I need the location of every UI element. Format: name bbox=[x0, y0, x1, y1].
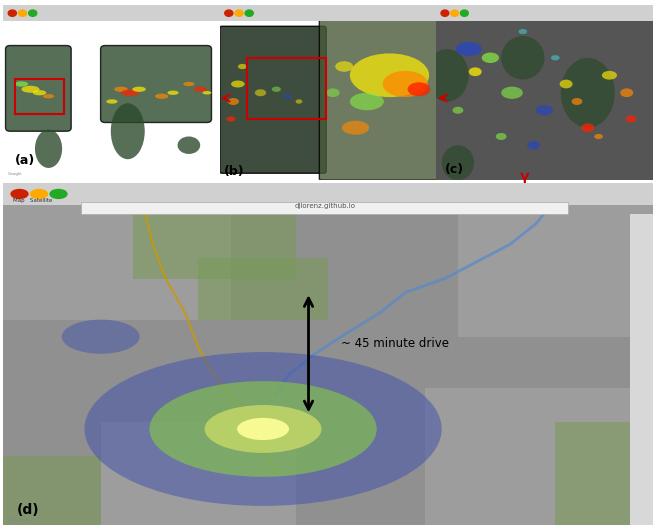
Ellipse shape bbox=[35, 129, 62, 168]
Ellipse shape bbox=[453, 107, 463, 114]
Ellipse shape bbox=[441, 145, 474, 180]
Ellipse shape bbox=[150, 381, 377, 477]
Ellipse shape bbox=[551, 55, 560, 60]
Text: (d): (d) bbox=[16, 504, 39, 517]
Bar bbox=[220, 5, 446, 21]
Ellipse shape bbox=[121, 89, 139, 96]
Ellipse shape bbox=[155, 94, 169, 99]
Bar bbox=[425, 388, 653, 525]
Ellipse shape bbox=[496, 133, 506, 140]
Ellipse shape bbox=[621, 89, 633, 97]
Circle shape bbox=[451, 10, 459, 16]
Text: (c): (c) bbox=[445, 163, 464, 176]
Ellipse shape bbox=[106, 99, 117, 104]
Circle shape bbox=[29, 10, 37, 16]
Text: (a): (a) bbox=[14, 154, 35, 167]
Ellipse shape bbox=[501, 36, 544, 80]
Circle shape bbox=[225, 10, 233, 16]
Ellipse shape bbox=[482, 52, 499, 63]
Text: Map   Satellite: Map Satellite bbox=[13, 198, 52, 202]
Ellipse shape bbox=[133, 86, 146, 92]
Ellipse shape bbox=[456, 42, 482, 56]
Bar bbox=[81, 201, 568, 214]
Ellipse shape bbox=[350, 93, 384, 110]
Text: (b): (b) bbox=[224, 165, 245, 178]
Ellipse shape bbox=[594, 134, 603, 139]
Circle shape bbox=[11, 190, 28, 198]
Ellipse shape bbox=[231, 81, 245, 87]
Ellipse shape bbox=[194, 86, 207, 92]
Bar bbox=[14, 79, 64, 114]
Ellipse shape bbox=[226, 117, 236, 121]
Ellipse shape bbox=[22, 86, 39, 93]
Ellipse shape bbox=[111, 103, 145, 159]
Bar bbox=[630, 214, 653, 525]
Ellipse shape bbox=[238, 64, 247, 69]
Ellipse shape bbox=[114, 86, 128, 92]
FancyBboxPatch shape bbox=[100, 46, 211, 122]
Circle shape bbox=[9, 10, 16, 16]
Bar bbox=[133, 210, 296, 279]
Bar bbox=[198, 258, 328, 320]
Ellipse shape bbox=[183, 82, 195, 86]
Ellipse shape bbox=[350, 54, 429, 97]
Text: Google: Google bbox=[8, 172, 22, 176]
Text: djlorenz.github.io: djlorenz.github.io bbox=[295, 203, 356, 209]
Ellipse shape bbox=[283, 94, 292, 99]
Bar bbox=[101, 422, 295, 525]
Ellipse shape bbox=[571, 98, 583, 105]
Circle shape bbox=[235, 10, 243, 16]
Bar bbox=[247, 58, 326, 119]
Ellipse shape bbox=[43, 94, 54, 99]
Ellipse shape bbox=[425, 49, 469, 102]
Circle shape bbox=[50, 190, 67, 198]
Ellipse shape bbox=[536, 105, 553, 116]
Ellipse shape bbox=[561, 58, 615, 128]
Ellipse shape bbox=[296, 99, 302, 104]
FancyBboxPatch shape bbox=[319, 19, 444, 180]
FancyBboxPatch shape bbox=[220, 26, 326, 173]
Ellipse shape bbox=[205, 405, 321, 453]
Ellipse shape bbox=[501, 86, 523, 99]
Bar bbox=[3, 200, 231, 320]
Ellipse shape bbox=[62, 320, 140, 354]
Bar bbox=[555, 422, 653, 525]
Ellipse shape bbox=[228, 98, 239, 105]
Text: Google: Google bbox=[10, 517, 29, 522]
Ellipse shape bbox=[33, 90, 47, 95]
Ellipse shape bbox=[167, 91, 178, 95]
Circle shape bbox=[18, 10, 27, 16]
Ellipse shape bbox=[468, 67, 482, 76]
Ellipse shape bbox=[178, 136, 200, 154]
Bar bbox=[3, 183, 653, 205]
Ellipse shape bbox=[382, 71, 428, 97]
Ellipse shape bbox=[335, 61, 354, 72]
Circle shape bbox=[245, 10, 253, 16]
Ellipse shape bbox=[407, 82, 430, 96]
Ellipse shape bbox=[518, 29, 527, 34]
Ellipse shape bbox=[602, 71, 617, 80]
Ellipse shape bbox=[237, 418, 289, 440]
Bar bbox=[458, 200, 653, 337]
Ellipse shape bbox=[255, 89, 266, 96]
Bar bbox=[3, 456, 101, 525]
Bar bbox=[436, 5, 653, 21]
Ellipse shape bbox=[203, 91, 211, 94]
Ellipse shape bbox=[272, 86, 281, 92]
Ellipse shape bbox=[527, 141, 540, 149]
Bar bbox=[3, 5, 230, 21]
Ellipse shape bbox=[560, 80, 573, 89]
Ellipse shape bbox=[85, 352, 441, 506]
Ellipse shape bbox=[626, 116, 636, 122]
Circle shape bbox=[441, 10, 449, 16]
Circle shape bbox=[31, 190, 47, 198]
Ellipse shape bbox=[326, 89, 340, 97]
FancyBboxPatch shape bbox=[5, 46, 72, 131]
Circle shape bbox=[461, 10, 468, 16]
Text: ~ 45 minute drive: ~ 45 minute drive bbox=[341, 337, 449, 350]
Ellipse shape bbox=[342, 121, 369, 135]
Ellipse shape bbox=[14, 82, 28, 86]
Ellipse shape bbox=[581, 123, 594, 132]
